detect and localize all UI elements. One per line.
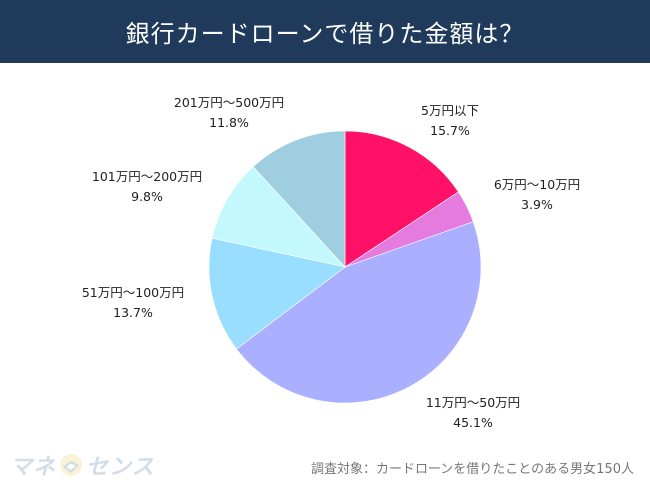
survey-note: 調査対象：カードローンを借りたことのある男女150人 (310, 462, 634, 477)
slice-label-value-1: 3.9% (521, 197, 553, 212)
slice-label-value-3: 13.7% (113, 305, 153, 320)
slice-label-value-5: 11.8% (209, 115, 249, 130)
logo-text-b: センス (86, 455, 155, 480)
pie-slice-4 (211, 166, 346, 268)
slice-label-value-4: 9.8% (131, 189, 163, 204)
pie-slice-3 (208, 237, 346, 350)
brand-logo: マネ センス (10, 450, 155, 480)
slice-label-name-4: 101万円～200万円 (92, 169, 202, 184)
slice-label-name-1: 6万円～10万円 (494, 177, 580, 192)
title-bar: 銀行カードローンで借りた金額は？ (0, 0, 650, 63)
slice-label-value-0: 15.7% (430, 123, 470, 138)
slice-label-name-2: 11万円～50万円 (426, 395, 520, 410)
pie-slices (208, 130, 482, 404)
pie-labels: 5万円以下 15.7% 6万円～10万円 3.9% 11万円～50万円 45.1… (82, 95, 580, 430)
chart-title: 銀行カードローンで借りた金額は？ (125, 20, 525, 48)
logo-text-a: マネ (10, 455, 57, 480)
coin-book-icon (60, 454, 83, 476)
slice-label-value-2: 45.1% (453, 415, 493, 430)
pie-slice-5 (252, 130, 346, 268)
pie-slice-2 (236, 221, 482, 404)
slice-label-name-5: 201万円～500万円 (174, 95, 284, 110)
slice-label-name-3: 51万円～100万円 (82, 285, 184, 300)
pie-slice-0 (344, 130, 459, 268)
slice-label-name-0: 5万円以下 (421, 103, 479, 118)
